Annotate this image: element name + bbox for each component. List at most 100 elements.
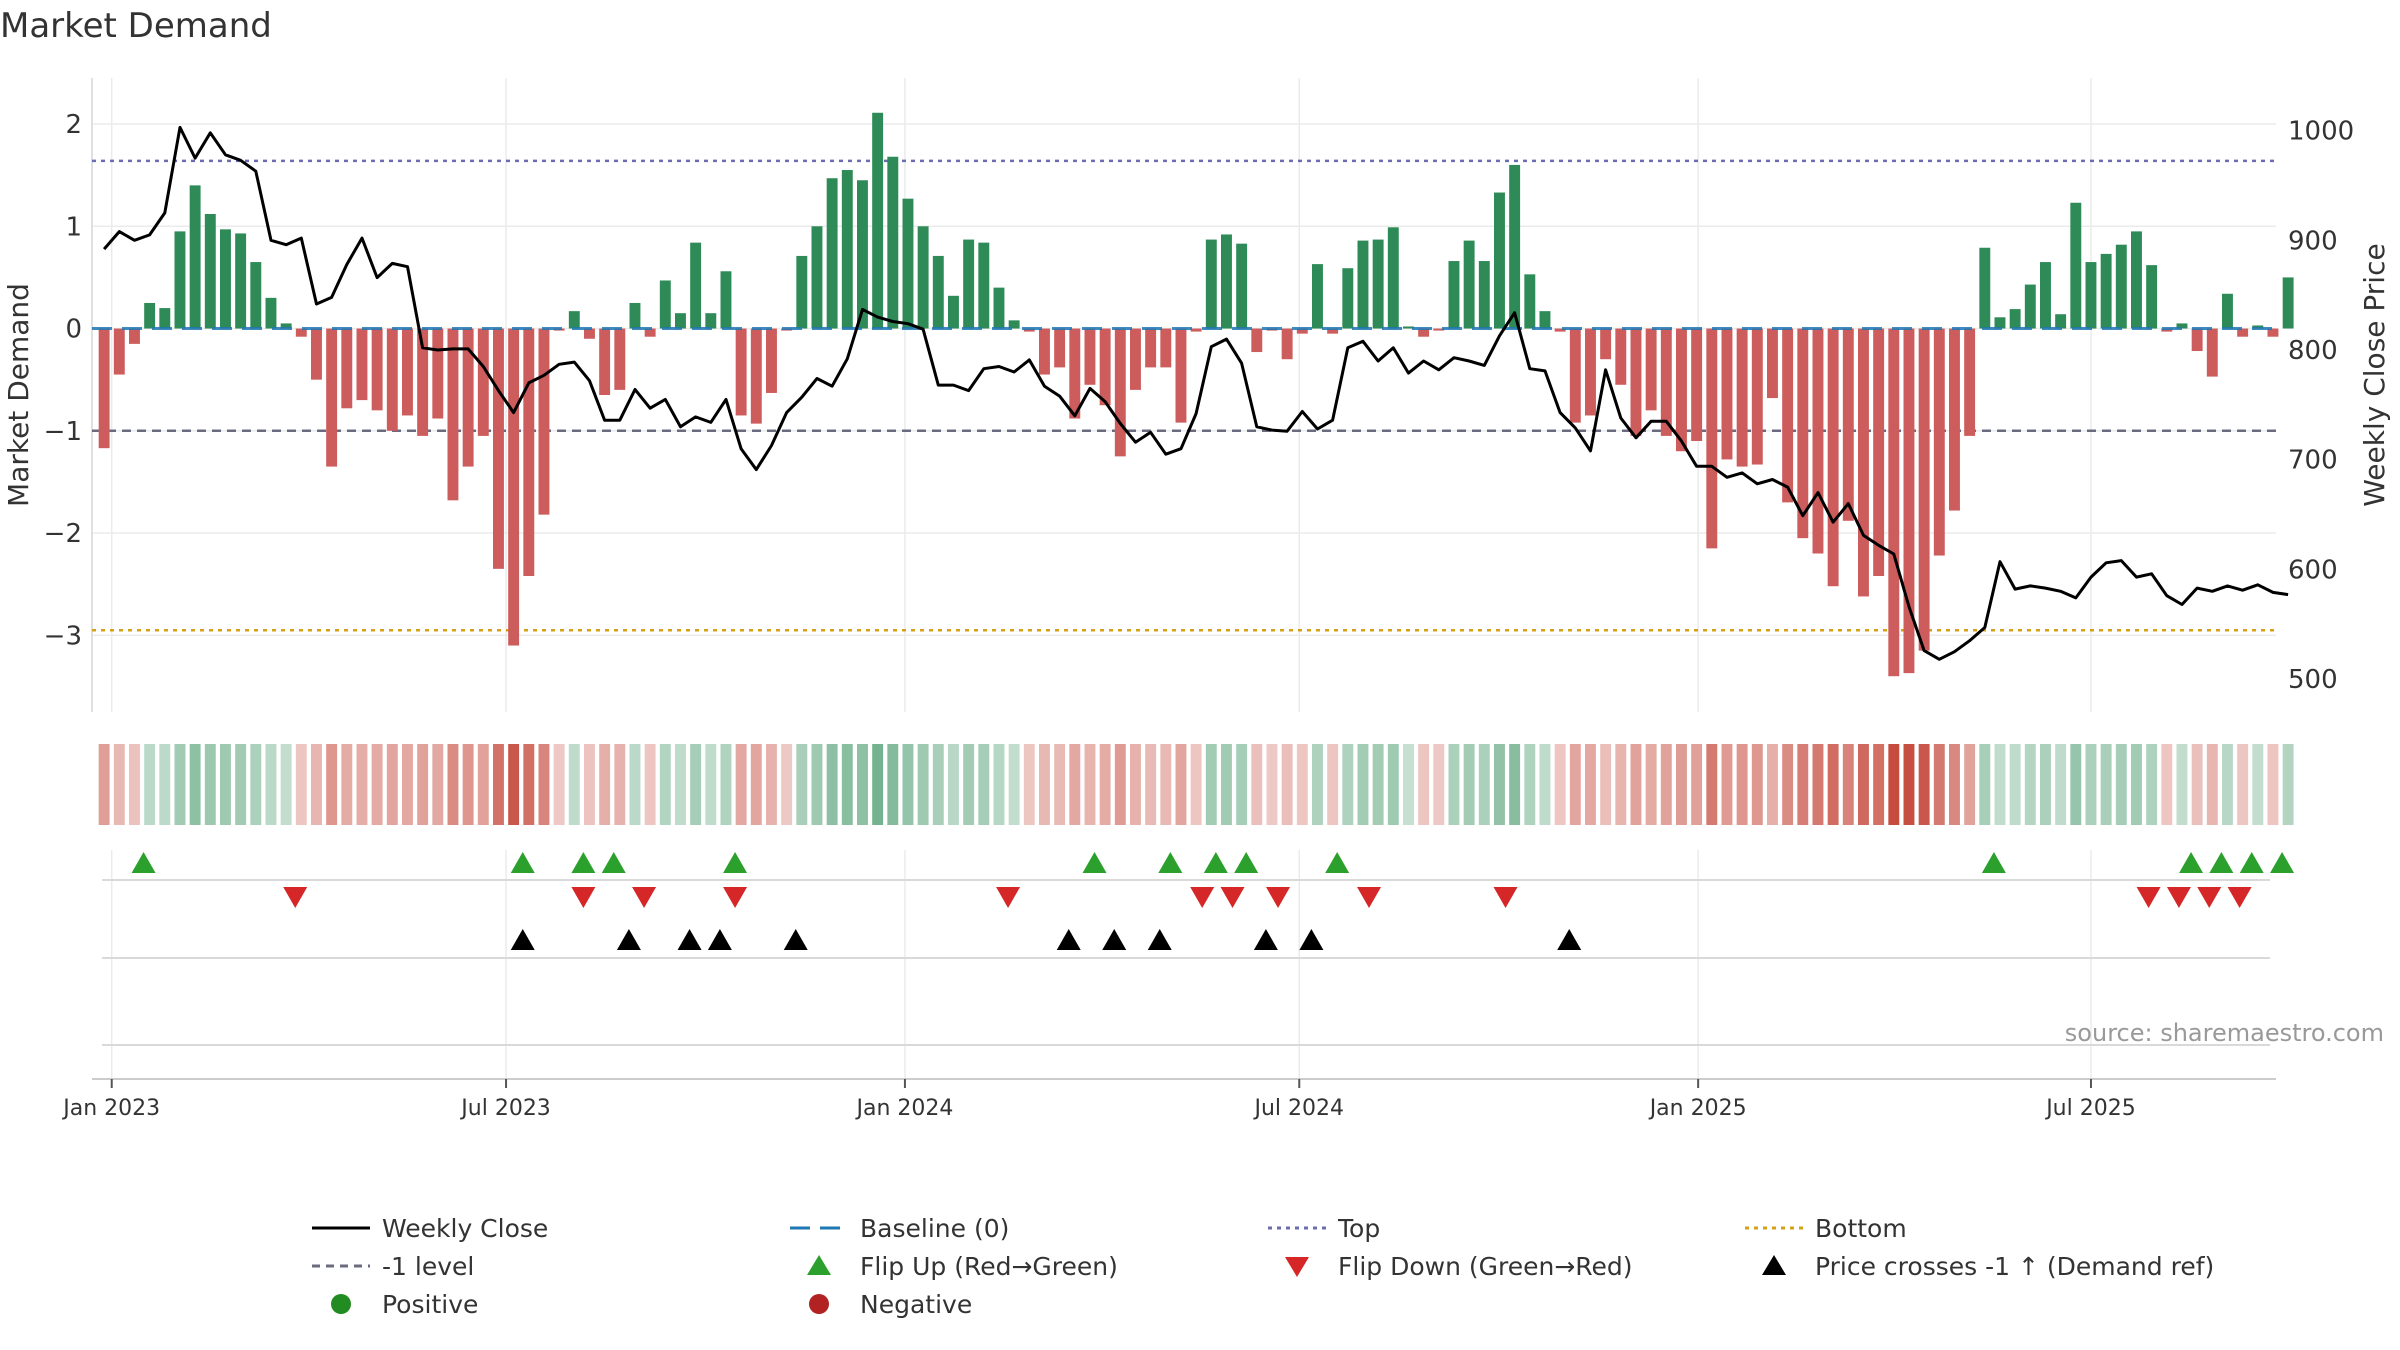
legend-swatch-7 [1762, 1255, 1786, 1275]
demand-bar-89 [1448, 261, 1460, 329]
strip-cell-42 [735, 744, 747, 825]
demand-bar-14 [311, 328, 322, 380]
demand-bar-71 [1175, 328, 1187, 423]
demand-bar-93 [1509, 164, 1521, 329]
y2-tick-label-0: 1000 [2288, 117, 2354, 147]
y-tick-label-1: 1 [65, 212, 82, 242]
y-tick-label-4: −2 [44, 519, 82, 549]
demand-bar-121 [1933, 328, 1945, 556]
strip-cell-32 [584, 744, 595, 825]
strip-cell-19 [386, 744, 398, 825]
strip-cell-103 [1660, 744, 1672, 825]
strip-cell-8 [220, 744, 231, 825]
cross-up-marker-2 [677, 929, 702, 950]
demand-bar-84 [1372, 239, 1384, 329]
strip-cell-66 [1099, 744, 1111, 825]
strip-cell-39 [690, 744, 702, 825]
strip-cell-95 [1539, 744, 1551, 825]
strip-cell-74 [1221, 744, 1232, 825]
demand-bar-136 [2161, 328, 2173, 332]
demand-bar-69 [1145, 328, 1157, 368]
demand-bar-129 [2055, 314, 2067, 329]
demand-bar-86 [1403, 326, 1414, 329]
demand-bar-28 [523, 328, 535, 576]
strip-cell-17 [356, 744, 368, 825]
demand-bar-63 [1054, 328, 1066, 368]
demand-bar-20 [402, 328, 413, 416]
weekly-close-line [102, 125, 2289, 661]
strip-cell-139 [2206, 744, 2218, 825]
demand-bar-11 [265, 297, 277, 329]
demand-bar-91 [1478, 261, 1490, 329]
strip-cell-114 [1827, 744, 1839, 825]
strip-cell-47 [811, 744, 823, 825]
demand-bar-1 [113, 328, 125, 375]
legend-item-1: Baseline (0) [790, 1214, 1009, 1243]
strip-cell-73 [1205, 744, 1217, 825]
demand-bar-141 [2237, 328, 2249, 337]
demand-bar-130 [2070, 202, 2082, 329]
strip-cell-124 [1979, 744, 1991, 825]
flip-up-marker-6 [1158, 852, 1183, 873]
demand-bar-52 [887, 156, 899, 329]
demand-bar-143 [2267, 328, 2279, 337]
demand-bar-26 [493, 328, 504, 569]
demand-bar-106 [1706, 328, 1718, 549]
demand-bar-102 [1645, 328, 1657, 411]
strip-cell-22 [432, 744, 444, 825]
demand-bar-135 [2146, 265, 2158, 329]
legend: Weekly Close Baseline (0) Top Bottom -1 leve… [312, 1214, 2214, 1319]
strip-cell-25 [477, 744, 489, 825]
flip-down-marker-11 [2166, 887, 2191, 908]
demand-bar-8 [220, 229, 231, 329]
strip-cell-50 [857, 744, 868, 825]
flip-down-marker-13 [2227, 887, 2252, 908]
strip-cell-11 [265, 744, 277, 825]
demand-bar-37 [659, 280, 671, 329]
demand-bar-119 [1903, 328, 1915, 674]
legend-label-5: Flip Up (Red→Green) [860, 1252, 1118, 1281]
demand-bar-73 [1205, 239, 1217, 329]
flip-down-marker-8 [1357, 887, 1382, 908]
flip-up-marker-9 [1325, 852, 1350, 873]
demand-bar-95 [1539, 311, 1551, 329]
strip-cell-37 [659, 744, 671, 825]
y2-tick-label-5: 500 [2288, 665, 2338, 695]
strip-cell-16 [341, 744, 353, 825]
demand-bar-74 [1221, 234, 1232, 329]
legend-swatch-6 [1285, 1257, 1309, 1277]
strip-cell-142 [2252, 744, 2264, 825]
strip-cell-48 [826, 744, 838, 825]
legend-item-3: Bottom [1745, 1214, 1907, 1243]
demand-bar-39 [690, 242, 702, 329]
y2-tick-label-4: 600 [2288, 555, 2338, 585]
demand-bar-13 [295, 328, 307, 337]
strip-cell-20 [402, 744, 413, 825]
demand-bar-43 [750, 328, 762, 424]
strip-cell-86 [1403, 744, 1414, 825]
strip-cell-123 [1964, 744, 1976, 825]
demand-bar-0 [98, 328, 110, 449]
strip-cell-31 [568, 744, 580, 825]
legend-item-5: Flip Up (Red→Green) [807, 1252, 1118, 1281]
strip-cell-62 [1039, 744, 1050, 825]
y-tick-label-2: 0 [65, 315, 82, 345]
strip-cell-68 [1130, 744, 1141, 825]
strip-cell-100 [1615, 744, 1627, 825]
demand-bar-9 [235, 233, 247, 329]
strip-cell-82 [1342, 744, 1354, 825]
strip-cell-43 [750, 744, 762, 825]
demand-bar-55 [932, 255, 944, 329]
legend-item-7: Price crosses -1 ↑ (Demand ref) [1762, 1252, 2214, 1281]
strip-cell-55 [932, 744, 944, 825]
demand-bar-42 [735, 328, 747, 416]
demand-bar-24 [462, 328, 474, 467]
demand-bar-99 [1600, 328, 1612, 360]
strip-cell-117 [1873, 744, 1885, 825]
price-series [102, 125, 2289, 661]
demand-bar-110 [1767, 328, 1778, 399]
strip-cell-59 [993, 744, 1005, 825]
demand-bar-98 [1585, 328, 1596, 416]
strip-cell-75 [1236, 744, 1248, 825]
strip-cell-41 [720, 744, 732, 825]
